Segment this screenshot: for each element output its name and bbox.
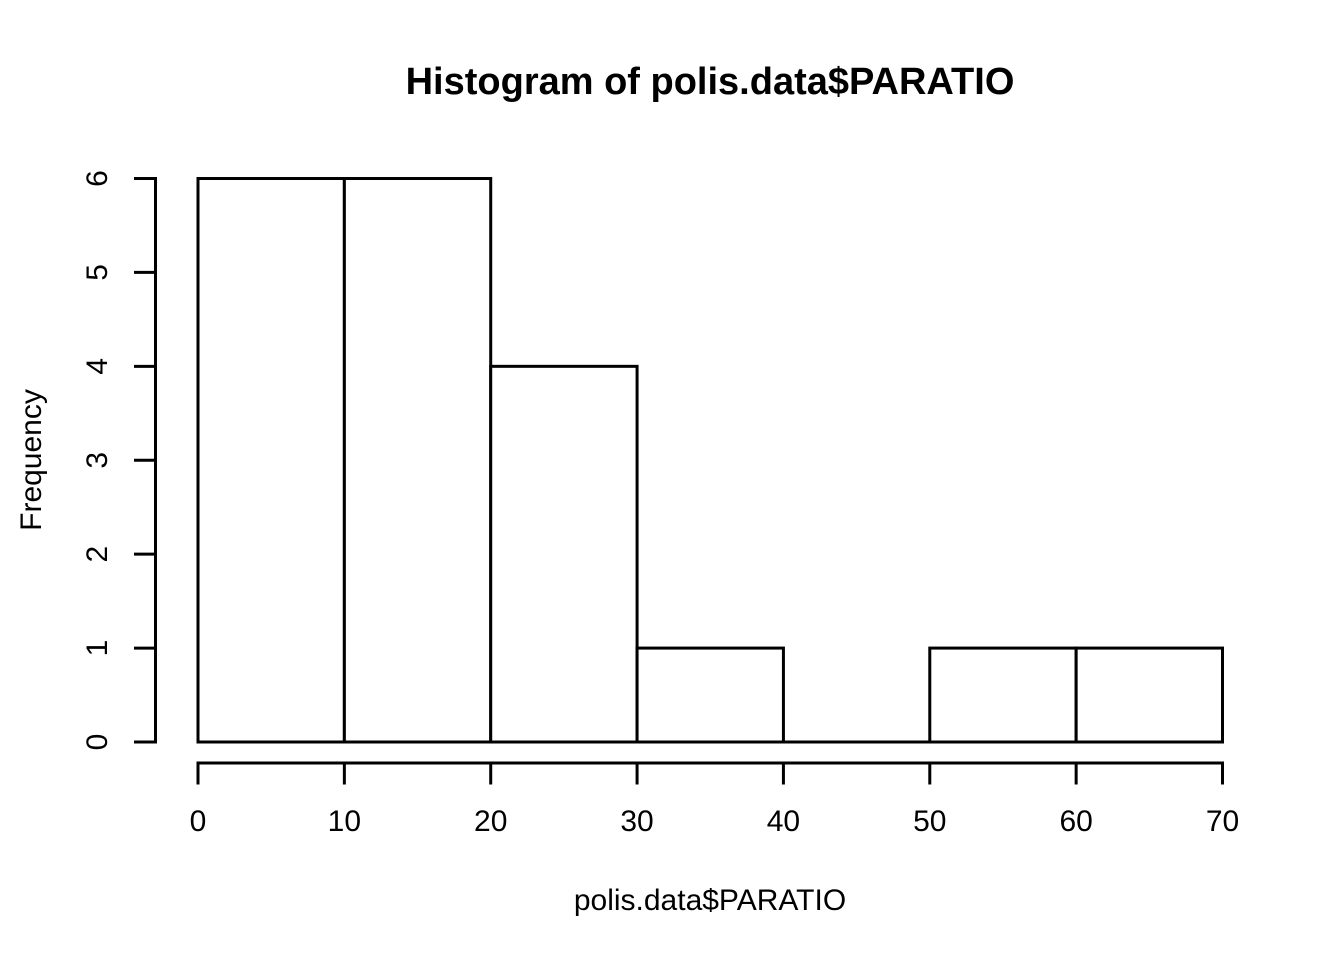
x-tick-label: 20 — [474, 805, 507, 838]
y-tick-label: 3 — [81, 452, 114, 469]
y-axis-label: Frequency — [15, 389, 48, 531]
x-tick-label: 10 — [328, 805, 361, 838]
bars-group — [196, 177, 1224, 744]
y-tick-label: 5 — [81, 264, 114, 281]
y-tick-label: 4 — [81, 358, 114, 375]
y-tick-label: 2 — [81, 546, 114, 563]
x-tick-label: 0 — [190, 805, 207, 838]
histogram-bar — [342, 177, 493, 744]
y-tick-label: 1 — [81, 640, 114, 657]
histogram-bar — [489, 364, 639, 744]
x-axis-label: polis.data$PARATIO — [574, 884, 846, 917]
x-tick-label: 40 — [767, 805, 800, 838]
x-tick-label: 60 — [1059, 805, 1092, 838]
x-tick-label: 30 — [620, 805, 653, 838]
histogram-bar — [196, 177, 346, 744]
chart-title: Histogram of polis.data$PARATIO — [406, 61, 1015, 103]
x-tick-label: 70 — [1206, 805, 1239, 838]
histogram-bar — [635, 646, 785, 744]
x-tick-label: 50 — [913, 805, 946, 838]
histogram-bar — [928, 646, 1078, 744]
y-tick-label: 0 — [81, 734, 114, 751]
y-tick-label: 6 — [81, 170, 114, 187]
histogram-bar — [1074, 646, 1224, 744]
